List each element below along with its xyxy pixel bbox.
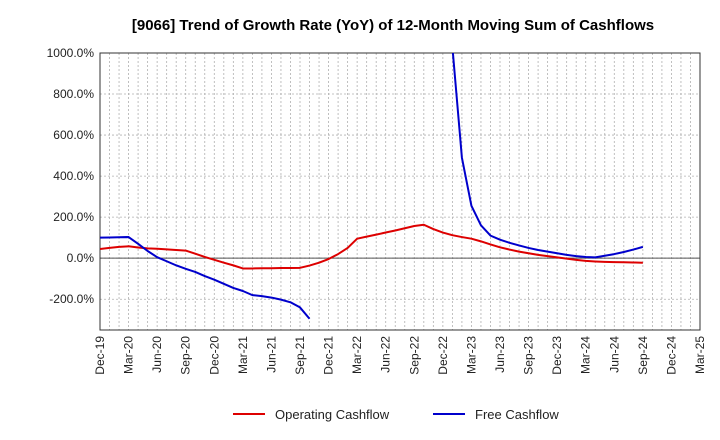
x-tick-label: Jun-23: [493, 336, 507, 373]
x-tick-label: Mar-25: [693, 336, 707, 374]
legend-item-free-cashflow: Free Cashflow: [433, 407, 559, 422]
x-tick-label: Dec-23: [550, 336, 564, 375]
legend-item-operating-cashflow: Operating Cashflow: [233, 407, 390, 422]
x-tick-label: Jun-21: [264, 336, 278, 373]
legend-label: Operating Cashflow: [275, 407, 390, 422]
y-tick-label: -200.0%: [49, 292, 94, 306]
plot-frame: [99, 52, 701, 331]
x-tick-label: Mar-22: [350, 336, 364, 374]
x-tick-label: Jun-24: [607, 336, 621, 373]
x-tick-label: Sep-23: [522, 336, 536, 375]
y-tick-label: 200.0%: [53, 210, 94, 224]
x-tick-label: Dec-24: [664, 336, 678, 375]
x-tick-label: Sep-20: [179, 336, 193, 375]
legend: Operating Cashflow Free Cashflow: [233, 407, 559, 422]
y-tick-label: 1000.0%: [47, 46, 95, 60]
x-tick-label: Dec-21: [322, 336, 336, 375]
x-tick-label: Mar-20: [122, 336, 136, 374]
x-tick-label: Jun-22: [379, 336, 393, 373]
axes: 1000.0% 800.0% 600.0% 400.0% 200.0% 0.0% -200.…: [47, 46, 707, 375]
x-tick-label: Dec-20: [207, 336, 221, 375]
y-tick-label: 400.0%: [53, 169, 94, 183]
y-tick-label: 0.0%: [67, 251, 95, 265]
x-tick-label: Jun-20: [150, 336, 164, 373]
series-line-operating-cashflow: [100, 223, 643, 270]
x-tick-label: Mar-21: [236, 336, 250, 374]
series-line-free-cashflow: [100, 53, 644, 320]
x-tick-label: Sep-21: [293, 336, 307, 375]
x-tick-label: Sep-24: [636, 336, 650, 375]
series: [100, 53, 644, 320]
x-tick-label: Mar-24: [579, 336, 593, 374]
x-tick-label: Sep-22: [407, 336, 421, 375]
x-tick-label: Mar-23: [464, 336, 478, 374]
y-tick-label: 600.0%: [53, 128, 94, 142]
legend-label: Free Cashflow: [475, 407, 559, 422]
x-tick-label: Dec-22: [436, 336, 450, 375]
grid: [99, 52, 701, 330]
y-tick-label: 800.0%: [53, 87, 94, 101]
x-tick-label: Dec-19: [93, 336, 107, 375]
chart-title: [9066] Trend of Growth Rate (YoY) of 12-…: [132, 17, 654, 34]
